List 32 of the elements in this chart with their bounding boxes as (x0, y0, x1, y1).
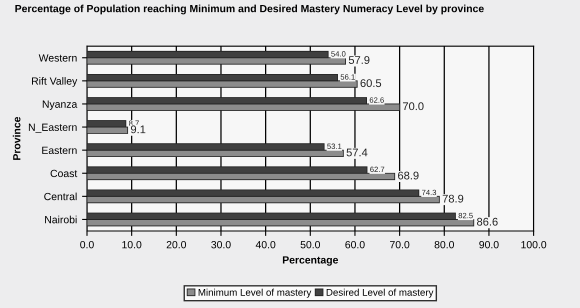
y-tick-label: Rift Valley (32, 77, 78, 87)
x-tick-label: 50.0 (300, 240, 320, 248)
data-label: 86.6 (477, 218, 498, 226)
data-label: 78.9 (442, 194, 464, 203)
y-tick-label: Coast (50, 170, 78, 178)
x-tick-label: 30.0 (211, 240, 231, 248)
data-label: 70.0 (402, 102, 424, 110)
x-tick-label: 90.0 (479, 240, 499, 248)
y-tick-label: Nairobi (45, 216, 77, 224)
x-tick-label: 20.0 (166, 240, 186, 248)
data-label: 57.4 (346, 148, 368, 156)
data-label: 57.9 (348, 56, 370, 64)
x-tick-label: 40.0 (256, 240, 276, 248)
y-tick-label: Central (44, 192, 77, 200)
x-axis-title: Percentage (282, 256, 338, 266)
x-tick-label: 10.0 (122, 240, 142, 248)
y-axis-title: Province (12, 116, 20, 160)
x-tick-label: 100.0 (521, 240, 546, 248)
chart-title: Percentage of Population reaching Minimum and Desired Mastery Numeracy Level by province (15, 4, 484, 14)
y-tick-label: Nyanza (42, 100, 78, 110)
data-label: 68.9 (398, 172, 419, 180)
x-tick-label: 70.0 (390, 240, 410, 248)
data-label: 9.1 (130, 125, 146, 134)
data-label: 60.5 (360, 79, 382, 88)
y-tick-label: Eastern (42, 146, 77, 154)
legend-label: Desired Level of mastery (326, 288, 434, 298)
x-tick-label: 60.0 (345, 240, 365, 248)
y-tick-label: N_Eastern (28, 124, 77, 133)
legend-label: Minimum Level of mastery (198, 288, 312, 298)
x-tick-label: 80.0 (434, 240, 454, 248)
y-tick-label: Western (38, 54, 77, 62)
x-tick-label: 0.0 (80, 240, 94, 248)
